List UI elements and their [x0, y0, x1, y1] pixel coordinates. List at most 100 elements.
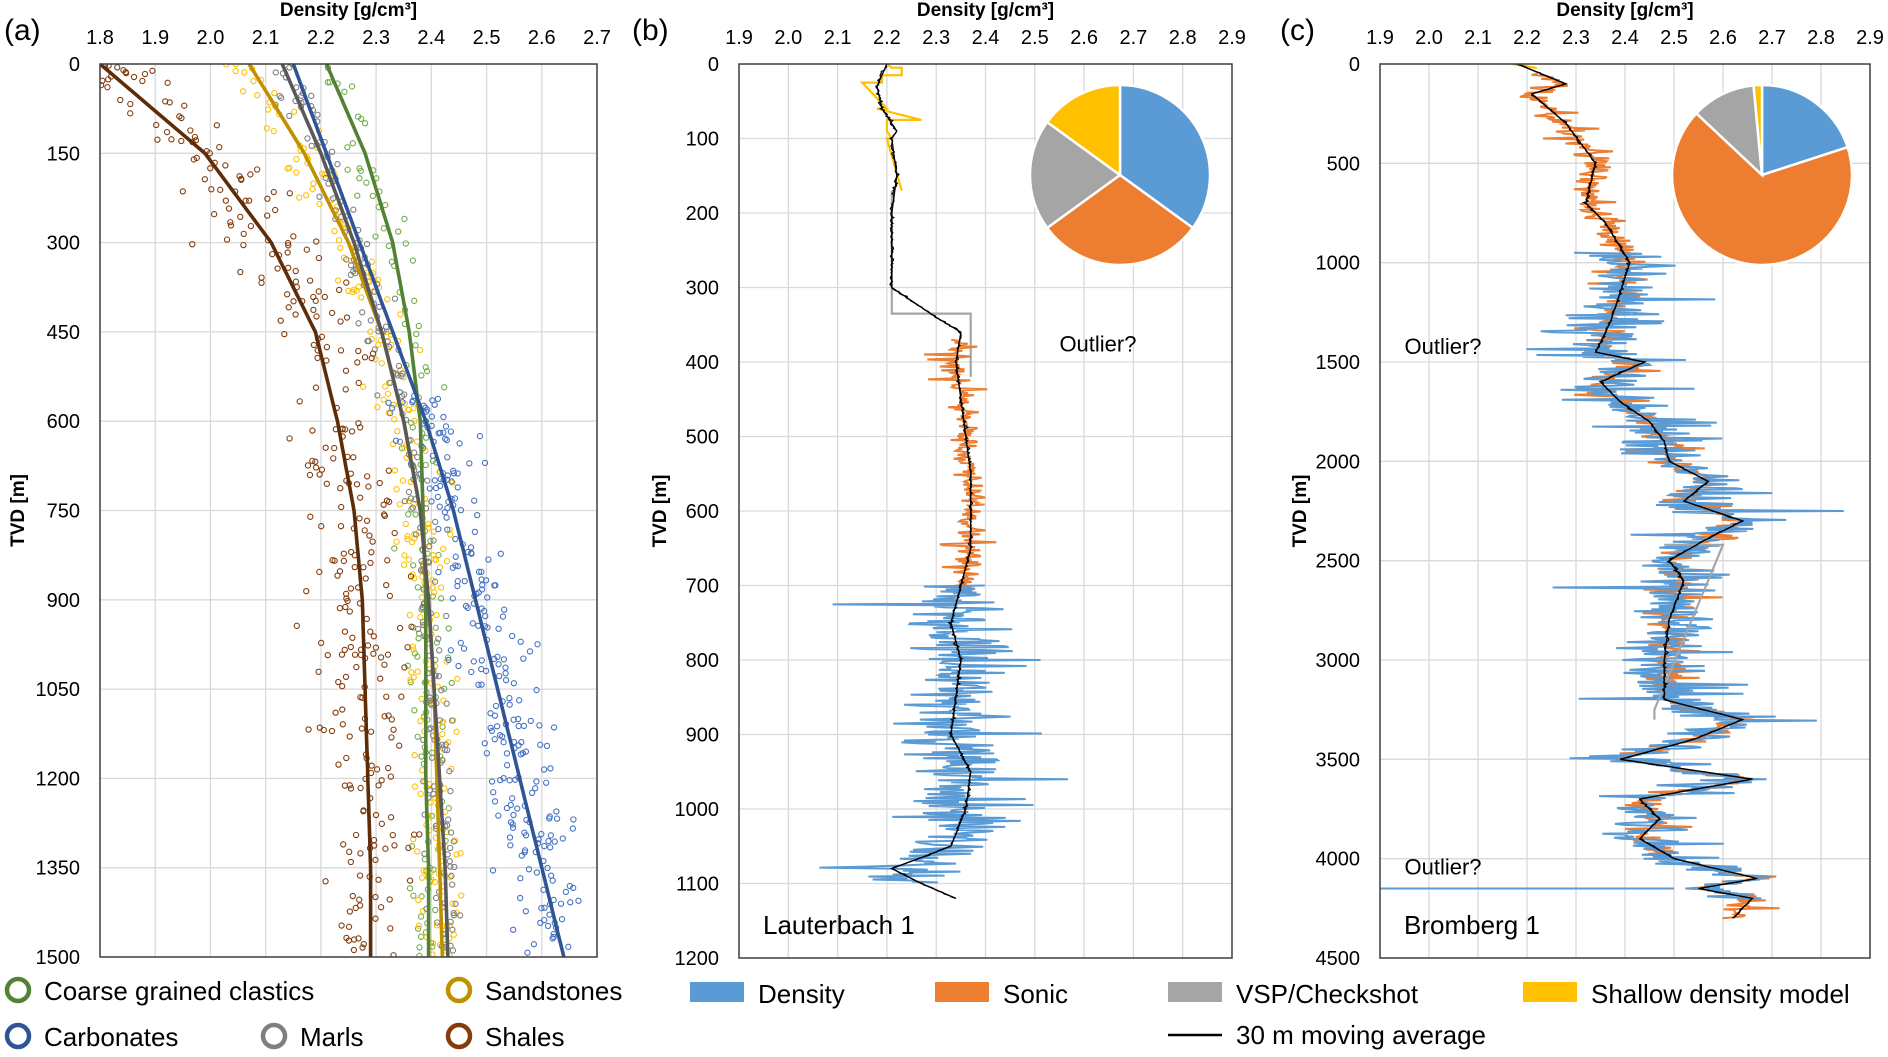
- data-point: [323, 480, 331, 487]
- data-point: [411, 783, 419, 790]
- data-point: [447, 428, 454, 435]
- data-point: [507, 819, 515, 826]
- data-point: [547, 872, 555, 879]
- data-point: [520, 722, 528, 730]
- data-point: [285, 304, 292, 311]
- data-point: [550, 930, 557, 938]
- data-point: [286, 190, 293, 197]
- data-point: [367, 628, 374, 635]
- data-point: [334, 277, 342, 284]
- data-point: [309, 457, 316, 464]
- data-point: [422, 364, 429, 371]
- data-point: [162, 98, 169, 105]
- data-point: [544, 864, 551, 872]
- data-point: [306, 277, 314, 284]
- data-point: [411, 751, 418, 759]
- data-point: [426, 543, 433, 550]
- x-axis-title: Density [g/cm³]: [917, 0, 1054, 21]
- data-point: [340, 550, 347, 557]
- data-point: [443, 700, 450, 707]
- data-point: [358, 115, 365, 122]
- data-point: [391, 295, 399, 302]
- legend-swatch-icon: [935, 982, 989, 1002]
- data-point: [432, 894, 440, 902]
- data-point: [439, 718, 447, 725]
- data-point: [402, 240, 409, 247]
- data-point: [347, 643, 354, 651]
- data-point: [377, 675, 384, 682]
- x-tick-label: 2.3: [362, 27, 390, 49]
- x-tick-label: 2.7: [1758, 27, 1786, 49]
- data-point: [412, 342, 419, 349]
- data-point: [476, 433, 484, 440]
- well-name: Lauterbach 1: [763, 910, 915, 940]
- data-point: [315, 254, 323, 262]
- data-point: [189, 241, 196, 248]
- data-point: [411, 575, 418, 582]
- legend-swatch-icon: [1523, 982, 1577, 1002]
- data-point: [393, 538, 400, 545]
- data-point: [538, 905, 545, 912]
- data-point: [358, 294, 365, 301]
- data-point: [401, 552, 408, 559]
- data-point: [422, 461, 429, 469]
- data-point: [318, 466, 326, 473]
- data-point: [440, 413, 447, 421]
- data-point: [190, 156, 197, 163]
- data-point: [565, 943, 572, 950]
- data-point: [443, 658, 450, 665]
- data-point: [269, 250, 276, 258]
- data-point: [329, 309, 336, 317]
- y-tick-label: 500: [686, 427, 719, 449]
- data-point: [341, 88, 348, 95]
- data-point: [313, 313, 320, 320]
- data-point: [390, 952, 397, 957]
- data-point: [521, 847, 529, 854]
- data-point: [416, 346, 424, 354]
- data-point: [387, 409, 394, 417]
- data-point: [522, 748, 530, 755]
- data-point: [422, 404, 429, 411]
- data-point: [481, 740, 488, 747]
- data-point: [373, 766, 381, 773]
- data-point: [349, 634, 356, 641]
- data-point: [284, 249, 291, 256]
- data-point: [415, 322, 422, 330]
- plot-area: [1380, 64, 1844, 920]
- data-point: [466, 460, 473, 467]
- data-point: [416, 944, 423, 951]
- data-point: [506, 777, 513, 784]
- data-point: [315, 668, 322, 675]
- pie-slice-shallow-density-model: [1752, 83, 1764, 176]
- legend-label: Marls: [300, 1022, 364, 1052]
- data-point: [384, 390, 392, 397]
- data-point: [407, 573, 415, 580]
- data-point: [258, 274, 265, 281]
- data-point: [530, 941, 538, 948]
- data-point: [217, 186, 224, 193]
- data-point: [449, 900, 456, 907]
- data-point: [223, 236, 231, 243]
- data-point: [391, 545, 398, 552]
- data-point: [309, 427, 316, 434]
- data-point: [428, 413, 435, 420]
- data-point: [338, 651, 346, 658]
- data-point: [534, 641, 541, 648]
- data-point: [372, 811, 380, 819]
- data-point: [335, 678, 342, 686]
- data-point: [435, 551, 442, 559]
- data-point: [385, 467, 392, 474]
- data-point: [541, 904, 548, 911]
- data-point: [432, 557, 440, 564]
- data-point: [363, 615, 370, 623]
- data-point: [381, 661, 388, 668]
- data-point: [449, 595, 456, 602]
- data-point: [336, 605, 344, 612]
- data-point: [453, 728, 460, 735]
- data-point: [383, 581, 390, 589]
- data-point: [502, 676, 510, 684]
- data-point: [432, 518, 439, 526]
- data-point: [350, 454, 357, 461]
- data-point: [484, 594, 491, 601]
- data-point: [286, 112, 293, 120]
